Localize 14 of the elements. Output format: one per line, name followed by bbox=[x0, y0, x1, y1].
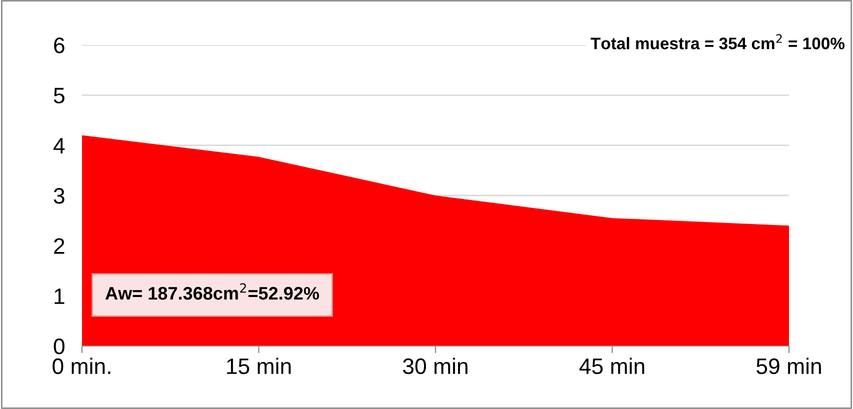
y-tick-label: 3 bbox=[54, 188, 64, 204]
y-tick-label: 2 bbox=[54, 238, 64, 254]
y-tick-label: 5 bbox=[54, 88, 64, 104]
x-tick-label: 0 min. bbox=[52, 358, 110, 374]
x-tick-label: 30 min bbox=[403, 358, 468, 374]
y-tick-label: 1 bbox=[54, 288, 64, 304]
y-tick-label: 4 bbox=[53, 138, 65, 154]
x-tick-label: 45 min bbox=[579, 358, 644, 374]
y-tick-label: 0 bbox=[54, 338, 64, 354]
annotation: Total muestra = 354 cm$^{2}$ = 100% bbox=[590, 34, 845, 50]
x-tick-label: 59 min bbox=[756, 358, 821, 374]
annotation: Aw= 187.368cm$^{2}$=52.92% bbox=[105, 283, 320, 300]
x-tick-label: 15 min bbox=[227, 358, 291, 374]
y-tick-label: 6 bbox=[54, 38, 64, 54]
